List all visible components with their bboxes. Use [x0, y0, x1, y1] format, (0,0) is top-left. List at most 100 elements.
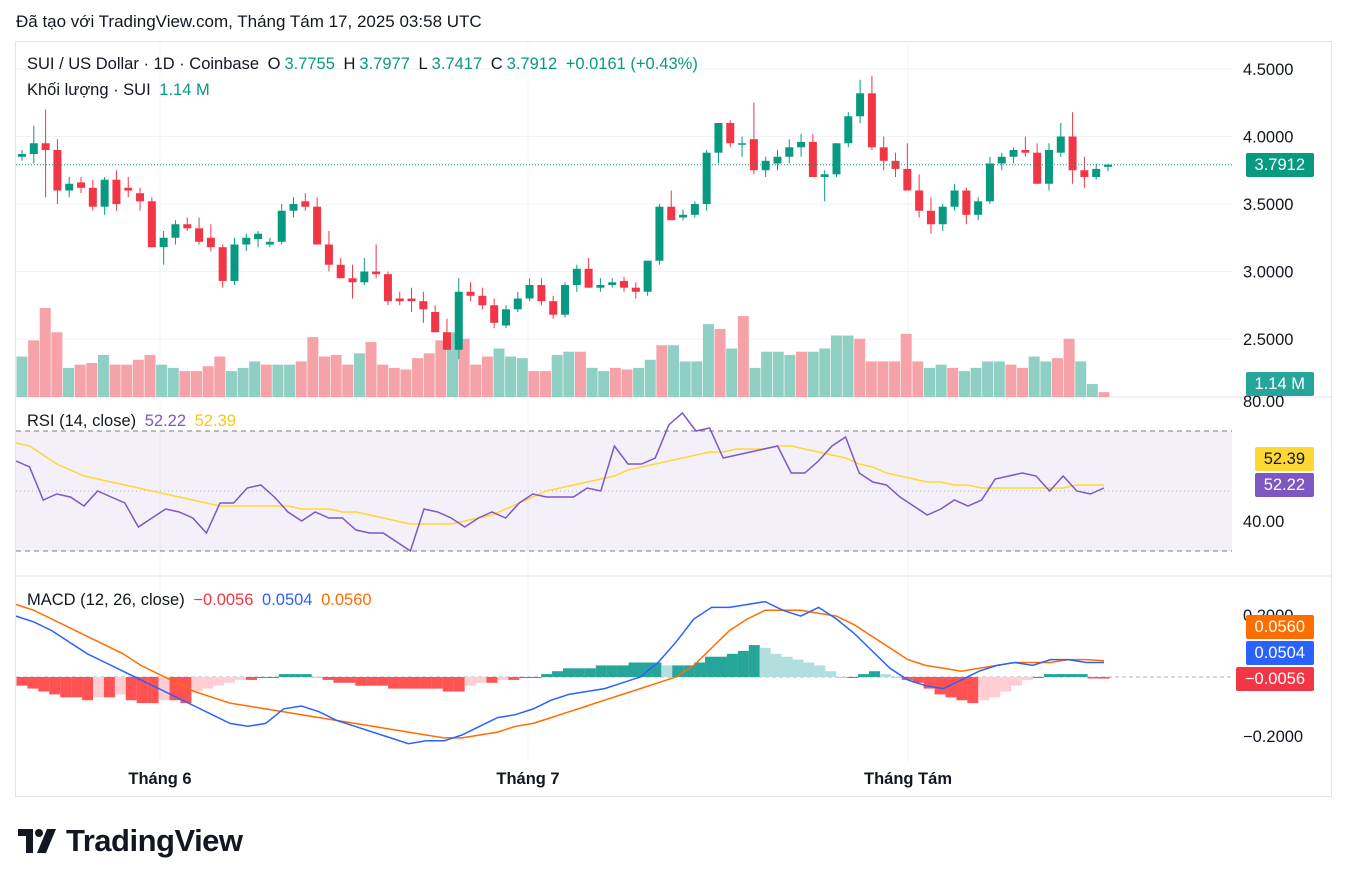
volume-bar	[1063, 338, 1075, 397]
macd-hist-bar	[246, 677, 258, 680]
candle-body	[277, 210, 286, 242]
macd-hist-bar	[497, 677, 509, 680]
macd-hist-bar	[759, 648, 771, 677]
macd-hist-bar	[38, 677, 50, 692]
macd-hist-bar	[562, 668, 574, 677]
macd-hist-bar	[705, 656, 717, 677]
volume-bar	[982, 361, 994, 397]
macd-pane	[15, 600, 1232, 745]
volume-bar	[249, 361, 261, 397]
candle-body	[620, 280, 629, 288]
volume-bar	[563, 351, 575, 397]
volume-bar	[109, 364, 121, 397]
volume-bar	[295, 361, 307, 397]
macd-hist-bar	[858, 674, 870, 677]
macd-hist-bar	[781, 656, 793, 677]
volume-bar	[202, 366, 214, 397]
volume-bar	[609, 367, 621, 397]
macd-hist-bar	[289, 674, 301, 677]
macd-hist-bar	[103, 677, 115, 698]
volume-bar	[412, 358, 424, 397]
volume-bar	[633, 367, 645, 397]
macd-legend: MACD (12, 26, close) −0.0056 0.0504 0.05…	[27, 591, 376, 610]
macd-hist-bar	[715, 656, 727, 677]
macd-hist-bar	[322, 677, 334, 680]
volume-bar	[458, 338, 470, 397]
volume-bar	[39, 308, 51, 397]
rsi-line	[15, 411, 1105, 553]
candle-body	[1068, 136, 1077, 171]
macd-value: 0.0504	[262, 591, 313, 609]
macd-hist-bar	[530, 677, 542, 678]
volume-bar	[551, 354, 563, 397]
volume-bar	[516, 358, 528, 397]
volume-bar	[854, 338, 866, 397]
candle-body	[478, 295, 487, 306]
candle-body	[230, 244, 239, 281]
macd-hist-bar	[737, 650, 749, 677]
tradingview-logo-icon	[18, 829, 56, 853]
macd-hist-bar	[202, 677, 214, 689]
macd-hist-bar	[114, 677, 126, 695]
macd-hist-bar	[224, 677, 236, 683]
candle-body	[714, 123, 723, 153]
candle-body	[537, 285, 546, 302]
macd-signal-line	[15, 603, 1105, 739]
macd-hist-bar	[584, 668, 596, 677]
grid-lines	[15, 44, 1332, 762]
candle-body	[584, 268, 593, 288]
volume-bar	[830, 335, 842, 397]
macd-hist-bar	[694, 662, 706, 677]
volume-bar	[307, 337, 319, 397]
candle-body	[195, 228, 204, 242]
volume-bar	[505, 356, 517, 397]
volume-bar	[1075, 361, 1087, 397]
macd-hist-bar	[366, 677, 378, 686]
volume-bar	[353, 353, 365, 397]
candle-body	[254, 233, 263, 240]
volume-bar	[865, 361, 877, 397]
volume-bar	[1005, 364, 1017, 397]
candle-body	[41, 143, 50, 150]
macd-hist-bar	[879, 674, 891, 677]
candle-body	[974, 201, 983, 215]
volume-bar	[272, 364, 284, 397]
macd-hist-bar	[1032, 677, 1044, 678]
macd-hist-bar	[158, 677, 170, 701]
candle-body	[490, 305, 499, 323]
macd-axis-label: −0.2000	[1243, 728, 1303, 746]
macd-hist-bar	[726, 653, 738, 677]
volume-bar	[656, 345, 668, 397]
high-value: 3.7977	[359, 55, 410, 73]
volume-bar	[749, 367, 761, 397]
candle-body	[77, 182, 86, 188]
candle-body	[761, 160, 770, 171]
candle-body	[572, 268, 581, 285]
volume-bar	[1028, 356, 1040, 397]
volume-bar	[621, 369, 633, 397]
macd-hist-bar	[1065, 674, 1077, 677]
candle-body	[1104, 164, 1112, 167]
candle-body	[112, 179, 121, 204]
volume-value: 1.14 M	[159, 81, 210, 99]
macd-hist-bar	[1087, 677, 1099, 679]
month-label: Tháng 6	[128, 770, 191, 788]
candle-body	[183, 224, 192, 229]
candle-body	[679, 214, 688, 218]
macd-hist-bar	[770, 653, 782, 677]
chart-frame	[15, 41, 1332, 797]
macd-hist-bar	[934, 677, 946, 695]
macd-hist-bar	[93, 677, 105, 698]
candle-body	[419, 301, 428, 310]
macd-hist-bar	[868, 671, 880, 677]
macd-hist-bar	[923, 677, 935, 689]
close-value: 3.7912	[506, 55, 558, 73]
tradingview-logo[interactable]: TradingView	[18, 823, 243, 859]
macd-hist-bar	[792, 659, 804, 677]
volume-bar	[97, 354, 109, 397]
macd-hist-bar	[16, 677, 28, 686]
volume-bar	[679, 361, 691, 397]
volume-bar	[784, 354, 796, 397]
close-label: C	[490, 55, 503, 73]
